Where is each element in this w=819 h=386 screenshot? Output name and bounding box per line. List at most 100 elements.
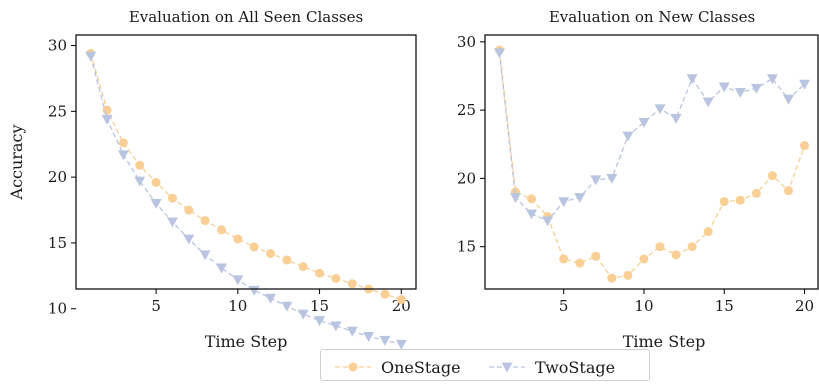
y-tick-label: 20: [48, 168, 67, 186]
data-point-onestage: [135, 160, 145, 170]
series-line-twostage: [498, 52, 805, 222]
data-point-onestage: [575, 258, 585, 268]
y-tick-label: 15: [48, 234, 67, 252]
data-point-twostage: [782, 94, 794, 105]
y-tick-label: 30: [457, 33, 476, 51]
data-point-twostage: [117, 150, 129, 161]
data-point-twostage: [510, 193, 522, 204]
data-point-twostage: [750, 83, 762, 94]
data-point-twostage: [542, 216, 554, 227]
data-point-twostage: [654, 104, 666, 115]
data-point-twostage: [574, 193, 586, 204]
data-point-onestage: [167, 193, 177, 203]
series-onestage: [86, 48, 406, 305]
data-point-twostage: [215, 263, 227, 274]
data-point-twostage: [395, 339, 407, 350]
plot-frame: [484, 34, 819, 290]
data-point-onestage: [703, 227, 713, 237]
legend: OneStage TwoStage: [320, 349, 650, 381]
data-point-onestage: [396, 295, 406, 305]
data-point-twostage: [558, 197, 570, 208]
data-point-onestage: [623, 270, 633, 280]
data-point-twostage: [799, 79, 811, 90]
data-point-twostage: [265, 293, 277, 304]
data-point-twostage: [606, 173, 618, 184]
data-point-twostage: [281, 301, 293, 312]
x-tick-label: 15: [715, 297, 734, 315]
x-tick-label: 20: [392, 297, 411, 315]
data-point-onestage: [233, 234, 243, 244]
chart-title: Evaluation on All Seen Classes: [129, 8, 363, 26]
legend-item-twostage: TwoStage: [489, 358, 615, 377]
data-point-twostage: [314, 316, 326, 327]
legend-marker: [348, 362, 358, 372]
data-point-twostage: [622, 131, 634, 142]
data-point-onestage: [200, 216, 210, 226]
data-point-onestage: [800, 141, 810, 151]
legend-item-onestage: OneStage: [335, 358, 461, 377]
data-point-onestage: [184, 205, 194, 215]
data-point-twostage: [101, 114, 113, 125]
data-point-onestage: [655, 242, 665, 252]
data-point-twostage: [718, 82, 730, 93]
data-point-twostage: [638, 117, 650, 128]
data-point-onestage: [735, 195, 745, 205]
y-tick-label: 25: [457, 101, 476, 119]
data-point-twostage: [526, 209, 538, 220]
data-point-twostage: [85, 51, 97, 62]
legend-marker: [501, 362, 513, 373]
data-point-onestage: [687, 242, 697, 252]
chart-title: Evaluation on New Classes: [549, 8, 755, 26]
data-point-twostage: [346, 326, 358, 337]
data-point-onestage: [639, 254, 649, 264]
data-point-twostage: [297, 309, 309, 320]
data-point-twostage: [686, 74, 698, 85]
data-point-onestage: [216, 225, 226, 235]
data-point-onestage: [331, 273, 341, 283]
plot-frame: [75, 34, 417, 290]
series-twostage: [85, 51, 407, 350]
x-tick-label: 20: [795, 297, 814, 315]
data-point-twostage: [590, 175, 602, 186]
data-point-onestage: [266, 248, 276, 258]
data-point-twostage: [248, 285, 260, 296]
data-point-twostage: [670, 113, 682, 124]
data-point-onestage: [591, 251, 601, 261]
data-point-onestage: [783, 186, 793, 196]
y-tick-label: 20: [457, 169, 476, 187]
x-axis-label: Time Step: [623, 332, 706, 351]
data-point-twostage: [363, 331, 375, 342]
data-point-twostage: [183, 234, 195, 245]
data-point-onestage: [751, 188, 761, 198]
data-point-onestage: [298, 262, 308, 272]
data-point-onestage: [151, 177, 161, 187]
chart-panel-2: Evaluation on New Classes 5 10 15 20 15 20 25 30…: [457, 8, 819, 351]
data-point-twostage: [199, 250, 211, 261]
x-tick-label: 10: [228, 297, 247, 315]
legend-canvas: OneStage TwoStage: [335, 358, 615, 377]
x-tick-label: 5: [151, 297, 161, 315]
data-point-twostage: [330, 321, 342, 332]
data-point-onestage: [347, 279, 357, 289]
data-point-twostage: [166, 217, 178, 228]
data-point-onestage: [282, 255, 292, 265]
legend-label: TwoStage: [535, 358, 615, 377]
x-tick-label: 10: [634, 297, 653, 315]
data-point-twostage: [734, 87, 746, 98]
y-tick-label: 25: [48, 102, 67, 120]
data-point-onestage: [118, 138, 128, 148]
data-point-onestage: [719, 197, 729, 207]
chart-panel-1: Evaluation on All Seen Classes 5 10 15 20 10 1…: [7, 8, 417, 351]
data-point-onestage: [671, 250, 681, 260]
series-line-twostage: [90, 55, 402, 345]
x-tick-label: 5: [559, 297, 569, 315]
data-point-onestage: [315, 268, 325, 278]
data-point-twostage: [379, 335, 391, 346]
data-point-onestage: [527, 194, 537, 204]
y-tick-label: 15: [457, 238, 476, 256]
y-axis-label: Accuracy: [7, 125, 26, 201]
data-point-twostage: [150, 199, 162, 209]
data-point-onestage: [249, 242, 259, 252]
